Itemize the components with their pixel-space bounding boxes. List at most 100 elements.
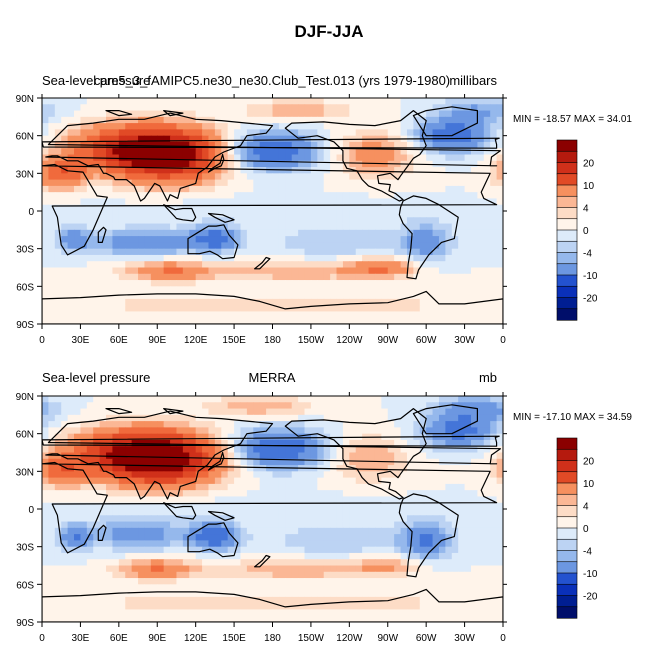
field-cell xyxy=(426,292,434,300)
field-cell xyxy=(74,546,82,554)
field-cell xyxy=(61,540,69,548)
field-cell xyxy=(80,204,88,212)
field-cell xyxy=(426,527,434,535)
field-cell xyxy=(125,465,133,472)
field-cell xyxy=(106,515,114,523)
field-cell xyxy=(208,204,216,212)
field-cell xyxy=(48,305,56,313)
field-cell xyxy=(106,477,114,485)
field-cell xyxy=(317,286,325,294)
field-cell xyxy=(317,402,325,410)
field-cell xyxy=(477,179,485,187)
field-cell xyxy=(208,515,216,523)
field-cell xyxy=(48,396,56,403)
field-cell xyxy=(291,317,299,324)
field-cell xyxy=(349,185,357,193)
field-cell xyxy=(118,496,126,504)
field-cell xyxy=(400,402,408,410)
field-cell xyxy=(221,439,229,447)
field-cell xyxy=(234,439,242,447)
field-cell xyxy=(150,414,158,422)
field-cell xyxy=(259,123,267,130)
field-cell xyxy=(387,584,395,592)
field-cell xyxy=(131,286,139,294)
field-cell xyxy=(144,465,152,472)
field-cell xyxy=(451,396,459,403)
field-cell xyxy=(336,141,344,149)
field-cell xyxy=(74,217,82,225)
field-cell xyxy=(99,483,107,491)
field-cell xyxy=(202,452,210,460)
field-cell xyxy=(483,427,491,435)
field-cell xyxy=(330,421,338,428)
field-cell xyxy=(189,402,197,410)
field-cell xyxy=(387,154,395,162)
field-cell xyxy=(112,396,120,403)
field-cell xyxy=(298,540,306,548)
field-cell xyxy=(189,483,197,491)
field-cell xyxy=(470,527,478,535)
field-cell xyxy=(426,298,434,306)
field-cell xyxy=(253,483,261,491)
field-cell xyxy=(112,104,120,112)
field-cell xyxy=(400,236,408,243)
field-cell xyxy=(48,452,56,460)
field-cell xyxy=(336,179,344,187)
field-cell xyxy=(42,129,49,137)
field-cell xyxy=(317,439,325,447)
field-cell xyxy=(99,402,107,410)
field-cell xyxy=(112,458,120,466)
field-cell xyxy=(240,427,248,435)
field-cell xyxy=(470,192,478,200)
field-cell xyxy=(118,396,126,403)
field-cell xyxy=(413,267,421,275)
field-cell xyxy=(272,179,280,187)
field-cell xyxy=(464,298,472,306)
field-cell xyxy=(317,236,325,243)
field-cell xyxy=(61,483,69,491)
field-cell xyxy=(227,236,235,243)
field-cell xyxy=(138,211,146,218)
field-cell xyxy=(259,254,267,262)
field-cell xyxy=(413,173,421,181)
field-cell xyxy=(451,521,459,529)
field-cell xyxy=(138,254,146,262)
field-cell xyxy=(496,496,503,504)
field-cell xyxy=(317,427,325,435)
field-cell xyxy=(246,135,254,143)
field-cell xyxy=(125,414,133,422)
field-cell xyxy=(298,129,306,137)
field-cell xyxy=(131,298,139,306)
field-cell xyxy=(138,458,146,466)
field-cell xyxy=(240,192,248,200)
field-cell xyxy=(74,229,82,237)
field-cell xyxy=(234,110,242,118)
field-cell xyxy=(221,298,229,306)
field-cell xyxy=(381,465,389,472)
field-cell xyxy=(118,211,126,218)
field-cell xyxy=(42,148,49,156)
field-cell xyxy=(246,502,254,510)
field-cell xyxy=(291,477,299,485)
field-cell xyxy=(202,490,210,498)
field-cell xyxy=(438,439,446,447)
field-cell xyxy=(432,229,440,237)
field-cell xyxy=(451,477,459,485)
field-cell xyxy=(202,104,210,112)
field-cell xyxy=(74,414,82,422)
field-cell xyxy=(234,502,242,510)
field-cell xyxy=(419,123,427,130)
field-cell xyxy=(400,317,408,324)
field-cell xyxy=(355,298,363,306)
field-cell xyxy=(394,123,402,130)
colorbar-swatch xyxy=(556,195,578,209)
field-cell xyxy=(426,452,434,460)
field-cell xyxy=(189,458,197,466)
field-cell xyxy=(253,571,261,579)
field-cell xyxy=(496,229,503,237)
field-cell xyxy=(195,305,203,313)
field-cell xyxy=(336,590,344,598)
field-cell xyxy=(438,490,446,498)
field-cell xyxy=(464,527,472,535)
field-cell xyxy=(349,305,357,313)
